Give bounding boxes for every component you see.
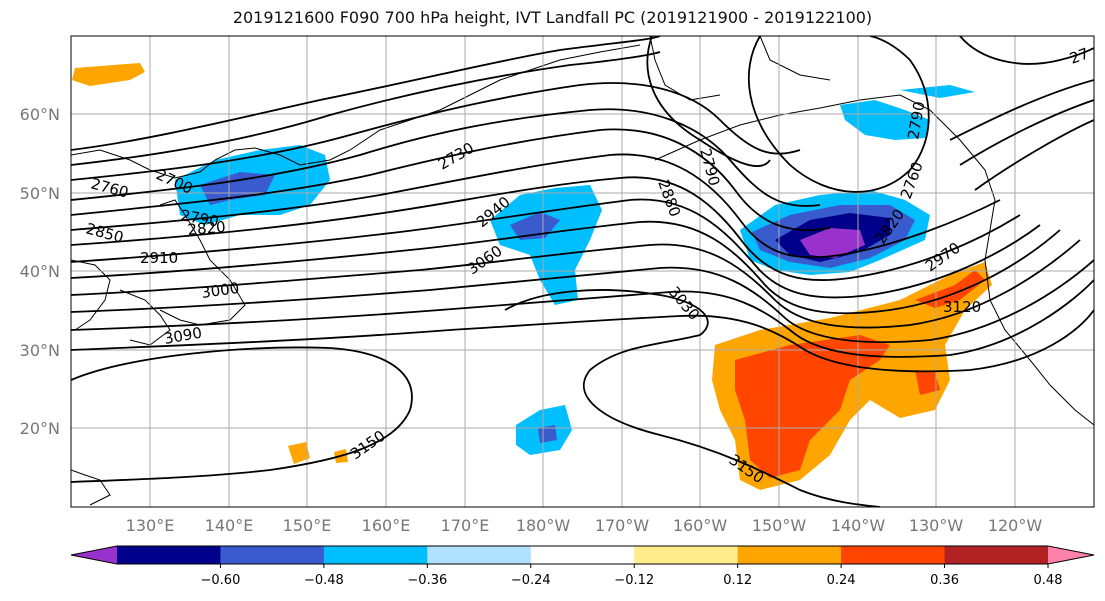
colorbar-segment bbox=[634, 546, 739, 564]
colorbar-segment bbox=[841, 546, 946, 564]
colorbar-segment bbox=[117, 546, 221, 564]
lat-axis: 60°N 50°N 40°N 30°N 20°N bbox=[20, 105, 60, 438]
ivt-positive-region bbox=[72, 63, 992, 490]
colorbar-tick-label: −0.36 bbox=[407, 573, 447, 588]
contour-label: 3120 bbox=[943, 298, 981, 316]
colorbar: −0.60 −0.48 −0.36 −0.24 −0.12 0.12 0.24 0.36 0.4… bbox=[70, 545, 1095, 588]
lon-label: 150°E bbox=[283, 516, 332, 535]
colorbar-segment bbox=[427, 546, 532, 564]
colorbar-segment bbox=[737, 546, 842, 564]
contour-label: 2820 bbox=[187, 218, 227, 239]
colorbar-tick-label: 0.24 bbox=[827, 573, 856, 588]
height-contours bbox=[71, 36, 1094, 507]
map-content: 2700 2760 2790 2820 2850 2910 3000 3090 … bbox=[71, 36, 1094, 507]
contour-label: 3000 bbox=[200, 279, 240, 302]
colorbar-tick-label: −0.12 bbox=[614, 573, 654, 588]
colorbar-tick-label: 0.12 bbox=[723, 573, 752, 588]
gridlines bbox=[71, 36, 1094, 507]
colorbar-segment bbox=[530, 546, 635, 564]
colorbar-segment bbox=[220, 546, 325, 564]
lon-label: 140°W bbox=[831, 516, 886, 535]
lon-label: 160°E bbox=[362, 516, 411, 535]
lon-label: 160°W bbox=[673, 516, 728, 535]
contour-labels: 2700 2760 2790 2820 2850 2910 3000 3090 … bbox=[84, 44, 1091, 487]
lat-label: 30°N bbox=[20, 341, 60, 360]
map-title: 2019121600 F090 700 hPa height, IVT Land… bbox=[232, 8, 873, 27]
colorbar-tick-label: 0.48 bbox=[1034, 573, 1063, 588]
lat-label: 60°N bbox=[20, 105, 60, 124]
colorbar-tick-label: 0.36 bbox=[930, 573, 959, 588]
lat-label: 20°N bbox=[20, 419, 60, 438]
colorbar-segment bbox=[71, 546, 117, 564]
contour-label: 2910 bbox=[140, 249, 178, 267]
lat-label: 40°N bbox=[20, 262, 60, 281]
colorbar-segment bbox=[1048, 546, 1094, 564]
lon-axis: 130°E 140°E 150°E 160°E 170°E 180°W 170°… bbox=[126, 516, 1043, 535]
lon-label: 120°W bbox=[988, 516, 1043, 535]
lon-label: 180°W bbox=[516, 516, 571, 535]
lon-label: 150°W bbox=[752, 516, 807, 535]
lon-label: 170°E bbox=[441, 516, 490, 535]
colorbar-tick-label: −0.60 bbox=[201, 573, 241, 588]
colorbar-segment bbox=[323, 546, 428, 564]
lon-label: 170°W bbox=[595, 516, 650, 535]
contour-label: 27 bbox=[1067, 44, 1091, 67]
lon-label: 130°W bbox=[909, 516, 964, 535]
colorbar-outline bbox=[70, 545, 1095, 565]
lon-label: 130°E bbox=[126, 516, 175, 535]
lon-label: 140°E bbox=[205, 516, 254, 535]
colorbar-tick-label: −0.48 bbox=[304, 573, 344, 588]
colorbar-segment bbox=[944, 546, 1049, 564]
coastlines bbox=[71, 36, 1094, 506]
map-frame bbox=[70, 35, 1095, 508]
colorbar-tick-label: −0.24 bbox=[511, 573, 551, 588]
lat-label: 50°N bbox=[20, 184, 60, 203]
